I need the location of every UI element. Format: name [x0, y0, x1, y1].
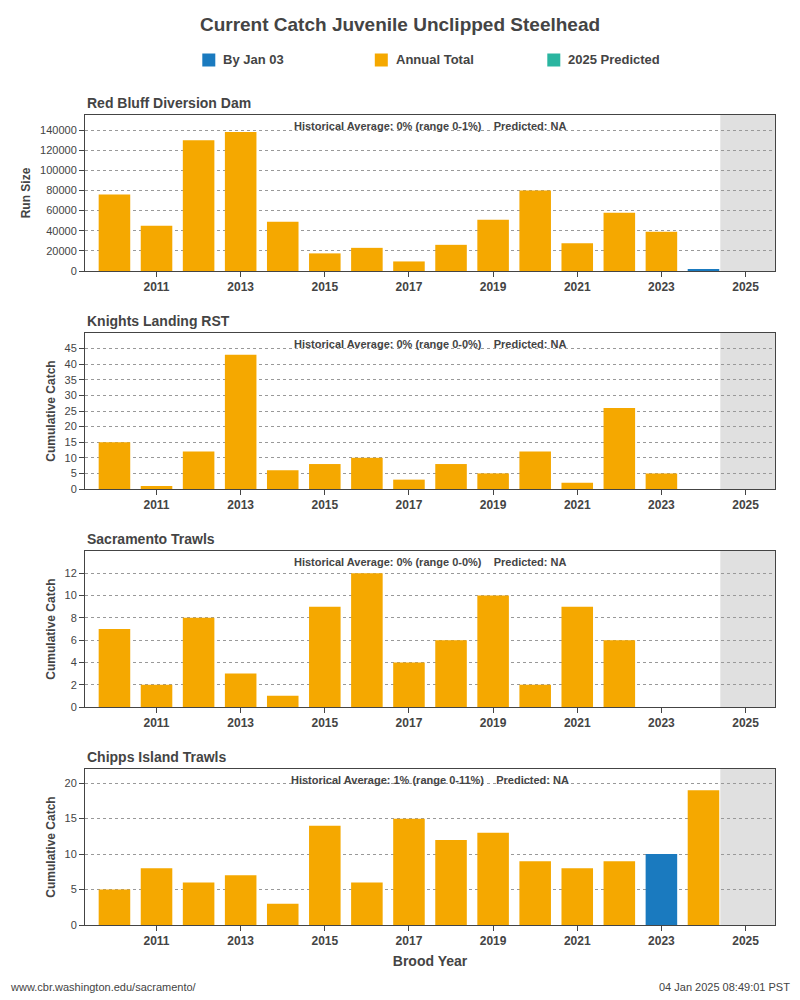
svg-text:2025: 2025	[732, 934, 759, 948]
svg-text:2023: 2023	[648, 280, 675, 294]
svg-text:45: 45	[65, 342, 77, 354]
svg-text:2011: 2011	[143, 498, 169, 512]
svg-text:80000: 80000	[46, 184, 77, 196]
svg-text:2021: 2021	[564, 716, 591, 730]
svg-text:2019: 2019	[480, 716, 507, 730]
svg-text:2023: 2023	[648, 498, 675, 512]
svg-text:2015: 2015	[311, 498, 338, 512]
svg-text:10: 10	[65, 848, 77, 860]
svg-text:2021: 2021	[564, 934, 591, 948]
svg-text:Knights Landing RST: Knights Landing RST	[87, 313, 230, 329]
svg-text:Cumulative Catch: Cumulative Catch	[44, 578, 58, 679]
svg-text:20000: 20000	[46, 245, 77, 257]
svg-text:120000: 120000	[40, 144, 77, 156]
svg-text:25: 25	[65, 405, 77, 417]
svg-text:12: 12	[65, 567, 77, 579]
svg-text:0: 0	[71, 483, 77, 495]
svg-text:Historical Average: 1% (range: Historical Average: 1% (range 0-11%) Pre…	[291, 774, 569, 786]
svg-text:2013: 2013	[227, 498, 254, 512]
svg-text:2017: 2017	[396, 716, 423, 730]
svg-text:Historical Average: 0% (range: Historical Average: 0% (range 0-0%) Pred…	[294, 338, 566, 350]
svg-text:Historical Average: 0% (range: Historical Average: 0% (range 0-0%) Pred…	[294, 556, 566, 568]
svg-text:140000: 140000	[40, 124, 77, 136]
svg-text:2011: 2011	[143, 934, 169, 948]
svg-text:2023: 2023	[648, 934, 675, 948]
svg-text:4: 4	[71, 656, 77, 668]
svg-text:100000: 100000	[40, 164, 77, 176]
svg-text:2025: 2025	[732, 716, 759, 730]
svg-text:20: 20	[65, 420, 77, 432]
svg-text:Sacramento Trawls: Sacramento Trawls	[87, 531, 215, 547]
svg-text:2019: 2019	[480, 934, 507, 948]
svg-text:Brood Year: Brood Year	[393, 953, 468, 969]
svg-text:30: 30	[65, 389, 77, 401]
svg-text:Cumulative Catch: Cumulative Catch	[44, 796, 58, 897]
svg-text:2025 Predicted: 2025 Predicted	[568, 52, 660, 67]
svg-text:2015: 2015	[311, 280, 338, 294]
svg-text:Current Catch Juvenile Unclipp: Current Catch Juvenile Unclipped Steelhe…	[200, 14, 600, 35]
svg-text:5: 5	[71, 467, 77, 479]
svg-text:04 Jan 2025 08:49:01 PST: 04 Jan 2025 08:49:01 PST	[659, 981, 790, 993]
svg-text:6: 6	[71, 634, 77, 646]
svg-text:10: 10	[65, 452, 77, 464]
svg-text:10: 10	[65, 589, 77, 601]
svg-text:Chipps Island Trawls: Chipps Island Trawls	[87, 749, 226, 765]
svg-text:2011: 2011	[143, 280, 169, 294]
svg-text:Historical Average: 0% (range: Historical Average: 0% (range 0-1%) Pred…	[294, 120, 566, 132]
svg-text:2015: 2015	[311, 934, 338, 948]
svg-text:Cumulative Catch: Cumulative Catch	[44, 360, 58, 461]
svg-text:0: 0	[71, 701, 77, 713]
svg-text:0: 0	[71, 265, 77, 277]
svg-text:2013: 2013	[227, 280, 254, 294]
svg-text:2025: 2025	[732, 280, 759, 294]
svg-text:2017: 2017	[396, 498, 423, 512]
svg-text:15: 15	[65, 812, 77, 824]
svg-text:60000: 60000	[46, 204, 77, 216]
svg-text:2015: 2015	[311, 716, 338, 730]
svg-text:2025: 2025	[732, 498, 759, 512]
svg-text:2019: 2019	[480, 498, 507, 512]
svg-text:2019: 2019	[480, 280, 507, 294]
svg-text:2011: 2011	[143, 716, 169, 730]
svg-text:2: 2	[71, 679, 77, 691]
svg-text:2017: 2017	[396, 280, 423, 294]
svg-text:Annual Total: Annual Total	[396, 52, 474, 67]
svg-text:www.cbr.washington.edu/sacrame: www.cbr.washington.edu/sacramento/	[10, 981, 197, 993]
svg-text:35: 35	[65, 374, 77, 386]
svg-text:15: 15	[65, 436, 77, 448]
svg-text:0: 0	[71, 919, 77, 931]
svg-text:2013: 2013	[227, 934, 254, 948]
svg-text:2023: 2023	[648, 716, 675, 730]
svg-text:Red Bluff Diversion Dam: Red Bluff Diversion Dam	[87, 95, 251, 111]
svg-text:40000: 40000	[46, 225, 77, 237]
svg-text:2021: 2021	[564, 498, 591, 512]
svg-text:20: 20	[65, 777, 77, 789]
svg-text:2013: 2013	[227, 716, 254, 730]
svg-text:5: 5	[71, 883, 77, 895]
svg-text:By Jan 03: By Jan 03	[223, 52, 284, 67]
svg-text:40: 40	[65, 358, 77, 370]
svg-text:2021: 2021	[564, 280, 591, 294]
svg-text:8: 8	[71, 612, 77, 624]
svg-text:2017: 2017	[396, 934, 423, 948]
svg-text:Run Size: Run Size	[19, 167, 33, 218]
